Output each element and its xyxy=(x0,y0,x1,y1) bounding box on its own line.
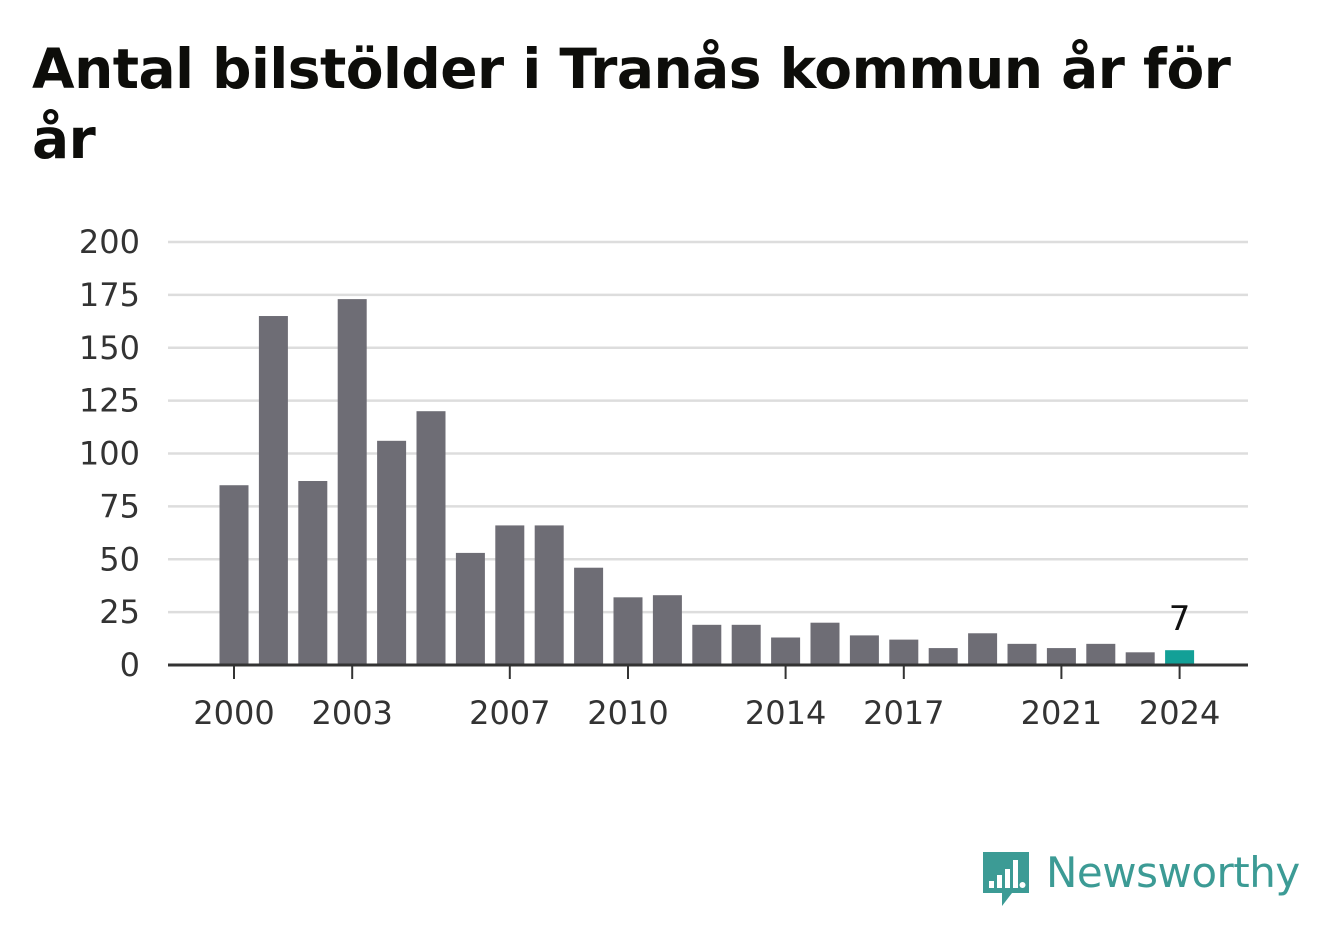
brand-name: Newsworthy xyxy=(1046,848,1300,897)
bar-2023 xyxy=(1125,652,1155,665)
x-tick-label: 2014 xyxy=(745,694,826,732)
x-tick-label: 2007 xyxy=(469,694,550,732)
bar-2006 xyxy=(455,552,485,665)
bar-2004 xyxy=(377,440,407,665)
y-tick-label: 150 xyxy=(79,329,140,367)
y-tick-label: 25 xyxy=(99,593,140,631)
x-tick-label: 2003 xyxy=(311,694,392,732)
y-axis-ticks: 0 25 50 75 100 125 150 175 200 xyxy=(79,223,140,684)
data-label: 7 xyxy=(1169,599,1191,639)
y-tick-label: 50 xyxy=(99,540,140,578)
x-tick-label: 2021 xyxy=(1021,694,1102,732)
y-tick-label: 200 xyxy=(79,223,140,261)
bar-2007 xyxy=(495,525,525,665)
bar-2019 xyxy=(968,633,998,665)
x-tick-label: 2010 xyxy=(587,694,668,732)
bar-2022 xyxy=(1086,643,1116,665)
chart-title: Antal bilstölder i Tranås kommun år för … xyxy=(32,37,1231,171)
bar-2024 xyxy=(1165,650,1195,665)
bar-2003 xyxy=(337,299,367,665)
x-tick-label: 2024 xyxy=(1139,694,1220,732)
bar-2020 xyxy=(1007,643,1037,665)
y-tick-label: 125 xyxy=(79,382,140,420)
bar-2001 xyxy=(258,316,288,665)
bar-2008 xyxy=(534,525,564,665)
bar-2016 xyxy=(849,635,879,665)
bar-2018 xyxy=(928,648,958,665)
bar-2021 xyxy=(1046,648,1076,665)
bars xyxy=(219,299,1195,665)
bar-2010 xyxy=(613,597,643,665)
bar-2000 xyxy=(219,485,249,665)
x-tick-label: 2017 xyxy=(863,694,944,732)
bar-chart-speech-bubble-icon xyxy=(983,852,1029,906)
bar-2013 xyxy=(731,624,761,665)
y-tick-label: 175 xyxy=(79,276,140,314)
bar-2015 xyxy=(810,622,840,665)
gridlines xyxy=(168,240,1248,614)
bar-2011 xyxy=(652,595,682,665)
x-axis-ticks: 2000 2003 2007 2010 2014 2017 2021 2024 xyxy=(193,665,1220,732)
bar-2005 xyxy=(416,411,446,665)
bar-2017 xyxy=(889,639,919,665)
bar-2014 xyxy=(771,637,801,665)
bar-2012 xyxy=(692,624,722,665)
y-tick-label: 0 xyxy=(120,646,140,684)
bar-2009 xyxy=(574,567,604,665)
y-tick-label: 100 xyxy=(79,435,140,473)
annotations: 7 xyxy=(1169,599,1191,639)
x-tick-label: 2000 xyxy=(193,694,274,732)
bar-2002 xyxy=(298,480,328,665)
y-tick-label: 75 xyxy=(99,487,140,525)
newsworthy-logo: Newsworthy xyxy=(980,848,1300,912)
